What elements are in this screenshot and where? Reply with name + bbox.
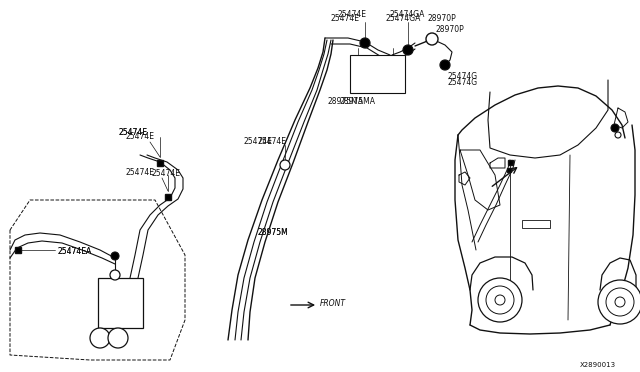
Bar (350, 55, 405, 93)
Text: 25474E: 25474E (330, 14, 360, 23)
Text: 25474GA: 25474GA (385, 14, 420, 23)
Circle shape (280, 160, 290, 170)
Text: 28970P: 28970P (435, 25, 464, 34)
Circle shape (598, 280, 640, 324)
Circle shape (360, 38, 370, 48)
Text: 28975MA: 28975MA (340, 97, 376, 106)
Text: 25474E: 25474E (118, 128, 147, 137)
Text: 25474G: 25474G (448, 72, 478, 81)
Circle shape (606, 288, 634, 316)
Text: 25474G: 25474G (448, 78, 478, 87)
Text: 25474E: 25474E (243, 137, 273, 146)
Text: 28970P: 28970P (428, 14, 457, 23)
Bar (522, 220, 550, 228)
Circle shape (90, 328, 110, 348)
Text: 25474E: 25474E (152, 169, 181, 178)
Text: 25474EA: 25474EA (57, 247, 92, 256)
Bar (15, 247, 21, 253)
Text: 25474E: 25474E (125, 132, 154, 141)
Circle shape (426, 33, 438, 45)
Text: 25474E: 25474E (118, 128, 147, 137)
Bar (507, 168, 511, 172)
Bar (165, 194, 171, 200)
Circle shape (495, 295, 505, 305)
Text: 28975M: 28975M (258, 228, 289, 237)
Text: 25474EA: 25474EA (57, 247, 92, 256)
Circle shape (615, 297, 625, 307)
Text: 28975M: 28975M (258, 228, 289, 237)
Circle shape (108, 328, 128, 348)
Text: 25474E: 25474E (258, 137, 287, 146)
Bar (508, 160, 513, 164)
Circle shape (486, 286, 514, 314)
Circle shape (403, 45, 413, 55)
Circle shape (478, 278, 522, 322)
Circle shape (611, 124, 619, 132)
Circle shape (615, 132, 621, 138)
Bar (157, 160, 163, 166)
Text: 25474GA: 25474GA (390, 10, 426, 19)
Text: X2890013: X2890013 (580, 362, 616, 368)
Circle shape (111, 252, 119, 260)
Circle shape (110, 270, 120, 280)
Text: FRONT: FRONT (320, 299, 346, 308)
Text: 25474E: 25474E (337, 10, 366, 19)
Circle shape (440, 60, 450, 70)
Text: 25474E: 25474E (125, 168, 154, 177)
Bar (98, 278, 143, 328)
Text: 28975MA: 28975MA (328, 97, 364, 106)
